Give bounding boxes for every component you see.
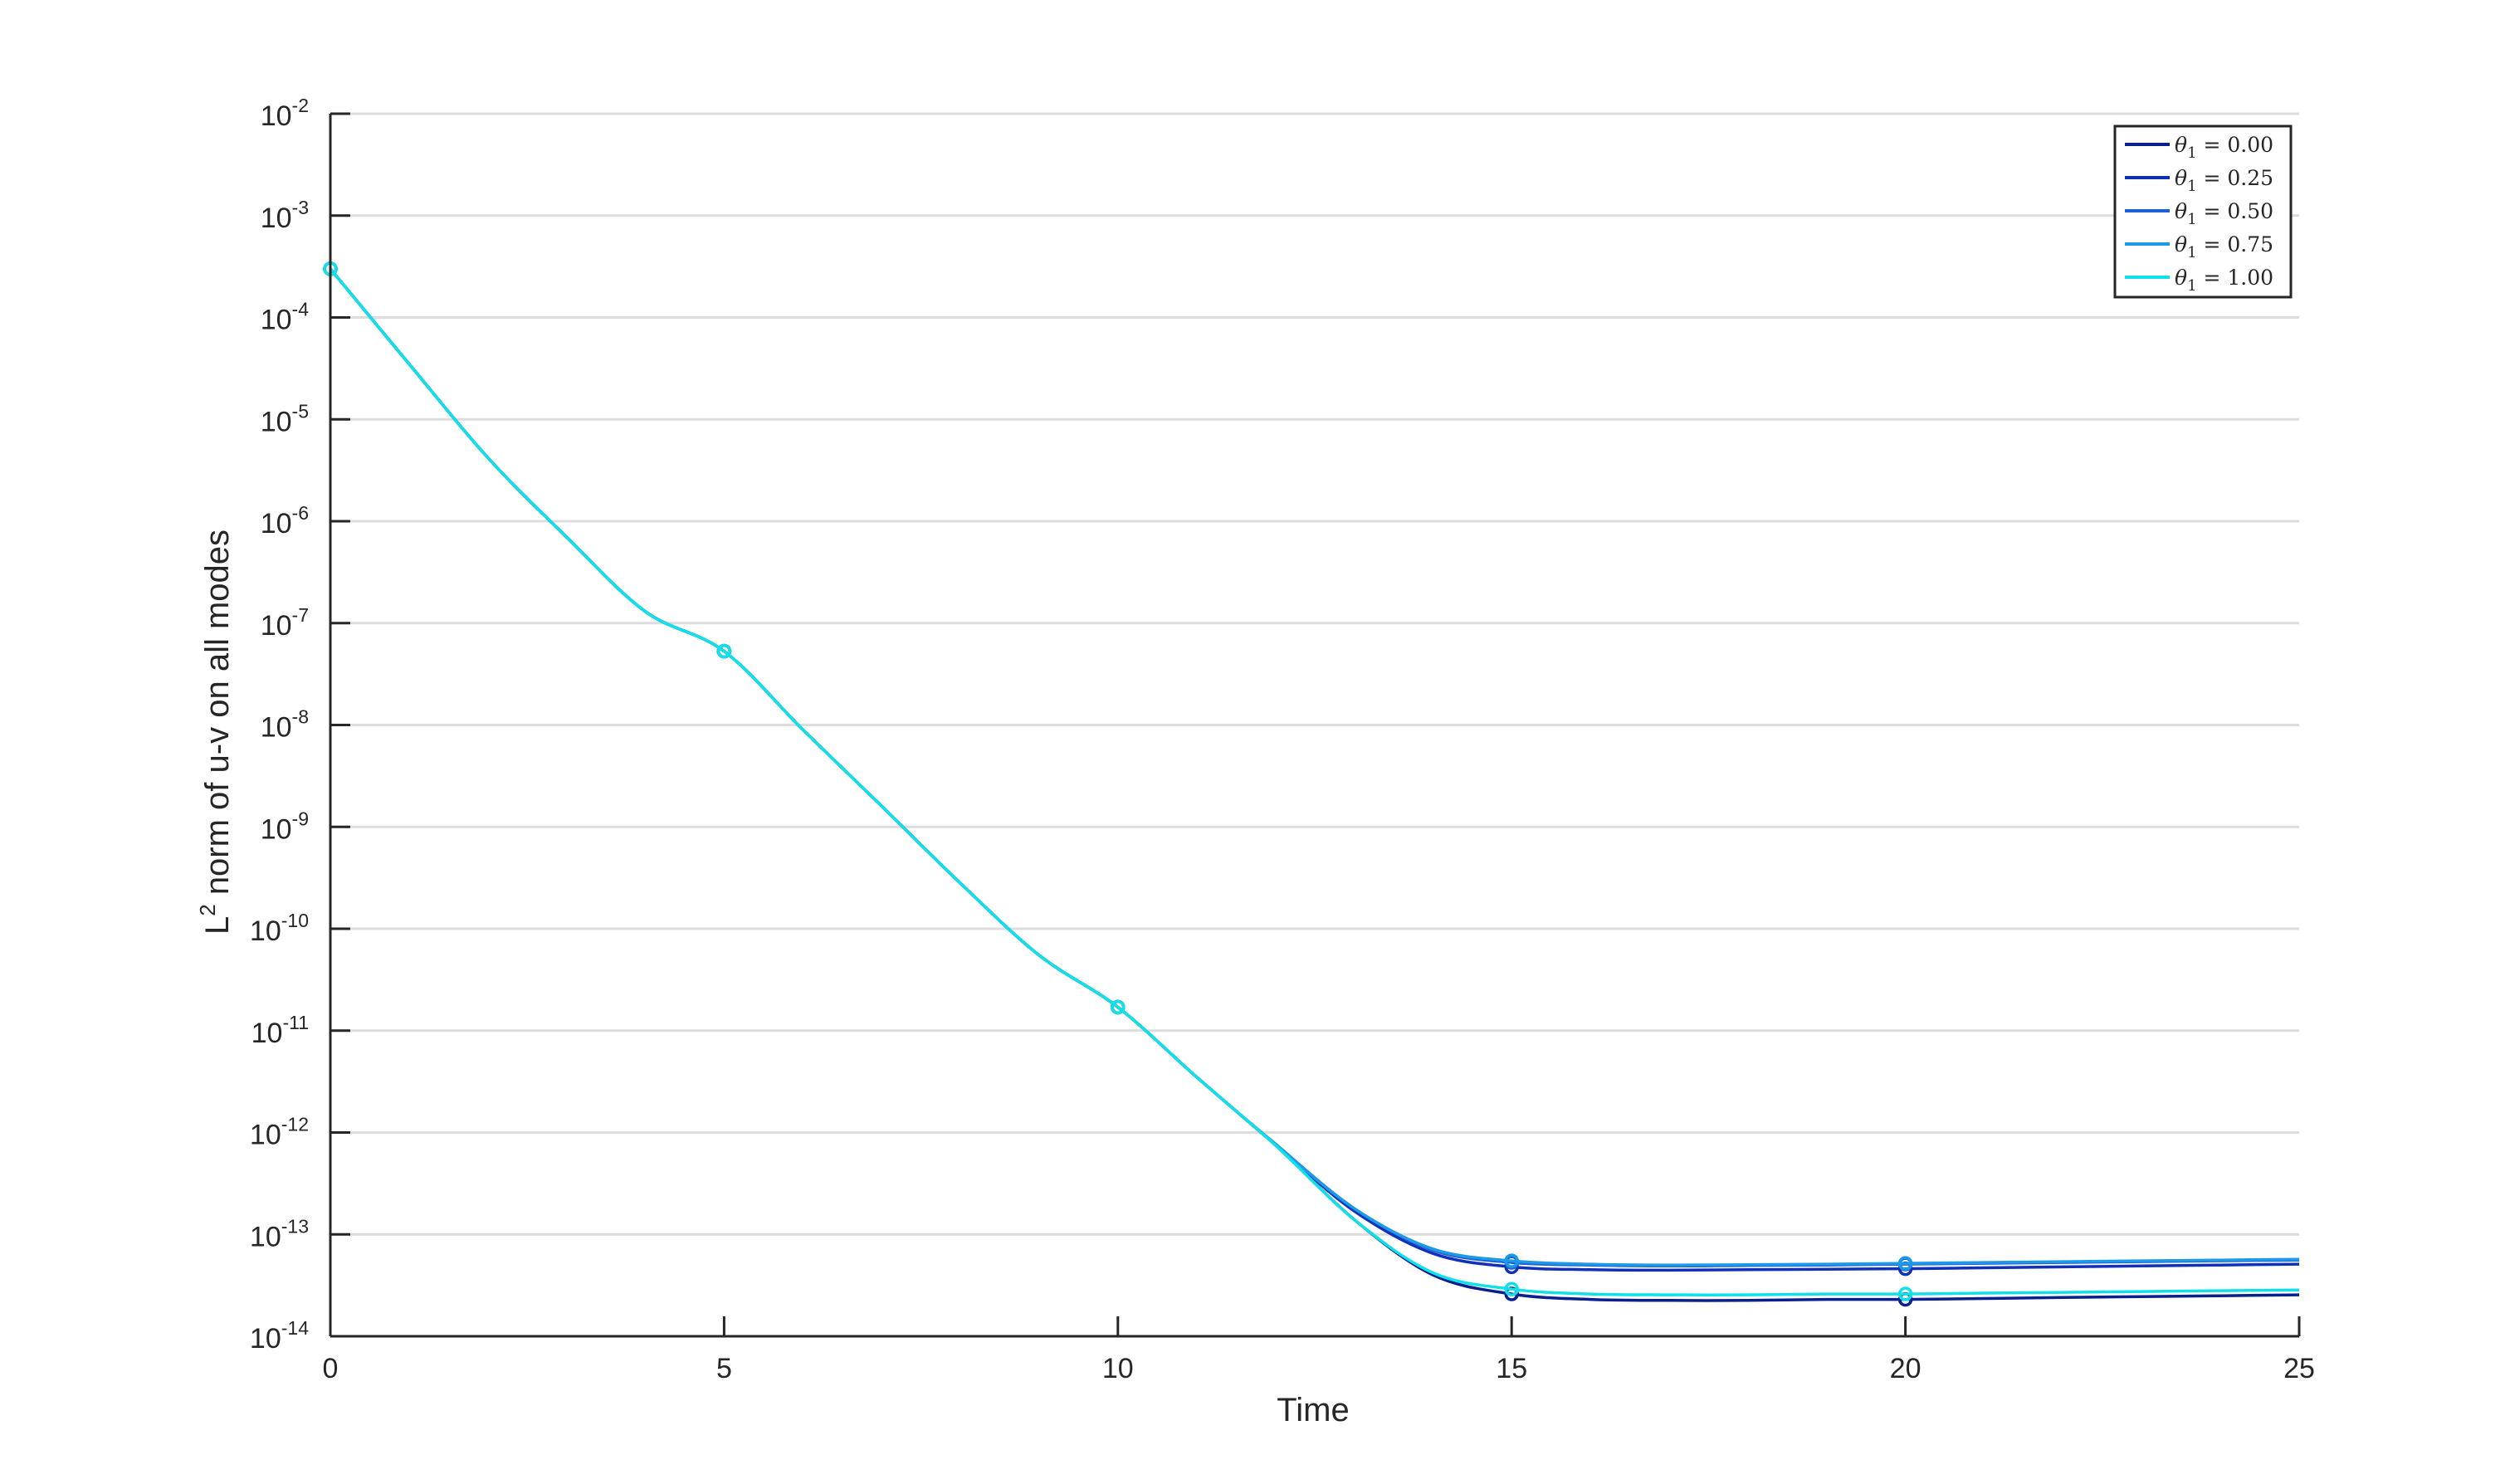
legend-value: = 0.75	[2197, 232, 2274, 256]
y-tick-base: 10	[261, 712, 292, 744]
legend-symbol: θ	[2175, 232, 2187, 256]
x-tick-label: 10	[1102, 1353, 1134, 1384]
legend-subscript: 1	[2187, 211, 2196, 228]
y-tick-label: 10-8	[261, 706, 309, 744]
series-marker-4	[1897, 1286, 1913, 1301]
legend-value: = 0.00	[2197, 133, 2274, 157]
y-axis-title-rest: norm of u-v on all modes	[199, 530, 236, 904]
y-tick-base: 10	[261, 406, 292, 437]
series-line-4	[329, 267, 2300, 1296]
y-tick-exponent: -9	[292, 808, 309, 829]
y-tick-base: 10	[251, 1018, 283, 1049]
y-tick-label: 10-2	[261, 95, 309, 132]
series-marker-4	[716, 643, 732, 659]
x-axis-title: Time	[1277, 1392, 1349, 1428]
x-tick-label: 25	[2283, 1353, 2315, 1384]
y-tick-exponent: -2	[292, 95, 309, 116]
legend-label-1: θ1 = 0.25	[2175, 166, 2273, 195]
y-tick-exponent: -12	[281, 1114, 309, 1135]
y-axis-title: L2 norm of u-v on all modes	[195, 530, 236, 935]
legend-symbol: θ	[2175, 266, 2187, 290]
y-tick-label: 10-9	[261, 808, 309, 845]
y-tick-exponent: -5	[292, 400, 309, 422]
y-tick-exponent: -6	[292, 502, 309, 524]
y-tick-base: 10	[261, 813, 292, 845]
y-tick-base: 10	[261, 305, 292, 336]
y-tick-label: 10-5	[261, 400, 309, 437]
series-marker-3	[1504, 1253, 1519, 1268]
series-marker-4	[1111, 999, 1126, 1015]
series-marker-3	[1897, 1256, 1913, 1271]
y-tick-base: 10	[250, 915, 281, 947]
legend-label-3: θ1 = 0.75	[2175, 232, 2273, 261]
y-tick-base: 10	[250, 1221, 281, 1252]
y-tick-labels: 10-210-310-410-510-610-710-810-910-1010-…	[250, 95, 309, 1355]
y-tick-exponent: -11	[282, 1012, 309, 1033]
series-marker-4	[1504, 1281, 1519, 1296]
legend-symbol: θ	[2175, 166, 2187, 190]
legend-value: = 0.25	[2197, 166, 2274, 190]
y-tick-label: 10-10	[250, 910, 309, 947]
x-tick-label: 20	[1890, 1353, 1922, 1384]
y-tick-base: 10	[250, 1323, 281, 1355]
x-tick-labels: 0 5 10 15 20 25	[323, 1353, 2315, 1384]
x-tick-label: 15	[1496, 1353, 1527, 1384]
legend-subscript: 1	[2187, 144, 2196, 162]
legend-subscript: 1	[2187, 277, 2196, 295]
y-tick-label: 10-12	[250, 1114, 309, 1151]
legend-value: = 1.00	[2197, 266, 2274, 290]
y-tick-exponent: -7	[292, 604, 309, 626]
y-axis-title-prefix: L	[199, 916, 236, 935]
x-tick-label: 0	[323, 1353, 339, 1384]
y-tick-exponent: -10	[281, 910, 309, 931]
y-tick-label: 10-3	[261, 197, 309, 234]
y-tick-label: 10-14	[250, 1317, 309, 1355]
y-tick-label: 10-6	[261, 502, 309, 539]
legend-subscript: 1	[2187, 244, 2196, 261]
y-tick-base: 10	[250, 1120, 281, 1151]
y-tick-exponent: -14	[281, 1317, 309, 1339]
legend-symbol: θ	[2175, 133, 2187, 157]
y-axis-title-superscript: 2	[195, 904, 220, 915]
legend-subscript: 1	[2187, 178, 2196, 195]
y-tick-exponent: -3	[292, 197, 309, 218]
legend-value: = 0.50	[2197, 199, 2274, 223]
y-tick-base: 10	[261, 508, 292, 539]
y-tick-exponent: -4	[292, 299, 310, 320]
y-tick-label: 10-7	[261, 604, 309, 642]
y-tick-label: 10-4	[261, 299, 309, 336]
series-layer	[323, 261, 2300, 1307]
axes	[329, 112, 2301, 1338]
y-tick-base: 10	[261, 100, 292, 132]
legend-label-4: θ1 = 1.00	[2175, 266, 2273, 295]
y-tick-label: 10-13	[250, 1215, 309, 1252]
legend-symbol: θ	[2175, 199, 2187, 223]
y-tick-label: 10-11	[251, 1012, 309, 1049]
legend-label-0: θ1 = 0.00	[2175, 133, 2273, 162]
y-tick-exponent: -8	[292, 706, 309, 728]
x-tick-label: 5	[716, 1353, 732, 1384]
legend-label-2: θ1 = 0.50	[2175, 199, 2273, 228]
y-tick-exponent: -13	[281, 1215, 309, 1237]
grid-lines	[330, 112, 2299, 1338]
y-tick-base: 10	[261, 203, 292, 234]
y-tick-base: 10	[261, 610, 292, 642]
